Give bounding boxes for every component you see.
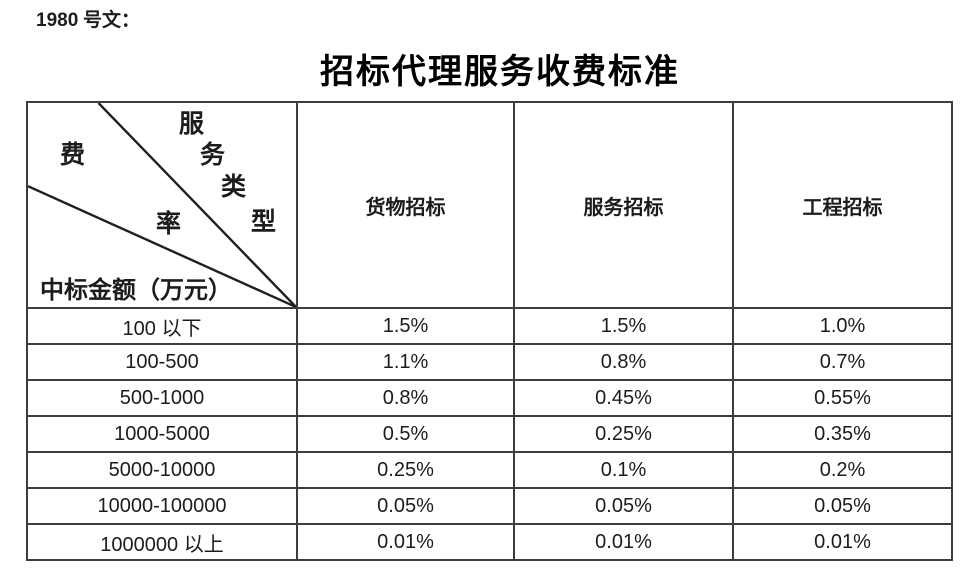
corner-label-fee-char: 费 — [60, 142, 86, 169]
value-cell: 0.45% — [513, 379, 734, 417]
corner-label-service-char-2: 务 — [200, 142, 226, 169]
row-label-cell: 1000000 以上 — [26, 523, 298, 561]
value-cell: 0.25% — [513, 415, 734, 453]
corner-label-service-char-4: 型 — [251, 209, 277, 236]
table-row: 10000-100000 0.05% 0.05% 0.05% — [26, 487, 953, 525]
table-row: 1000000 以上 0.01% 0.01% 0.01% — [26, 523, 953, 561]
column-header-works: 工程招标 — [732, 101, 953, 309]
corner-label-service-char-1: 服 — [179, 111, 205, 138]
row-label-cell: 5000-10000 — [26, 451, 298, 489]
value-cell: 0.25% — [296, 451, 515, 489]
value-cell: 1.5% — [296, 307, 515, 345]
row-label-cell: 1000-5000 — [26, 415, 298, 453]
row-label-cell: 100-500 — [26, 343, 298, 381]
value-cell: 1.5% — [513, 307, 734, 345]
row-label-cell: 10000-100000 — [26, 487, 298, 525]
fee-standard-table: 服 务 类 型 费 率 中标金额（万元） 货物招标 服务招标 工程招标 100 … — [26, 101, 953, 561]
header-row: 服 务 类 型 费 率 中标金额（万元） 货物招标 服务招标 工程招标 — [26, 101, 953, 309]
value-cell: 0.01% — [296, 523, 515, 561]
table-row: 100-500 1.1% 0.8% 0.7% — [26, 343, 953, 381]
corner-label-amount: 中标金额（万元） — [40, 278, 232, 304]
value-cell: 0.05% — [732, 487, 953, 525]
row-label-cell: 100 以下 — [26, 307, 298, 345]
column-header-goods: 货物招标 — [296, 101, 515, 309]
table-row: 500-1000 0.8% 0.45% 0.55% — [26, 379, 953, 417]
value-cell: 0.55% — [732, 379, 953, 417]
table-row: 1000-5000 0.5% 0.25% 0.35% — [26, 415, 953, 453]
value-cell: 0.5% — [296, 415, 515, 453]
corner-label-service-char-3: 类 — [221, 174, 247, 201]
value-cell: 1.1% — [296, 343, 515, 381]
corner-label-rate-char: 率 — [156, 211, 182, 238]
value-cell: 1.0% — [732, 307, 953, 345]
diagonal-lines — [28, 103, 296, 307]
doc-reference-number: 1980 — [36, 10, 79, 31]
doc-reference-suffix: 号文： — [78, 10, 141, 31]
row-label-cell: 500-1000 — [26, 379, 298, 417]
value-cell: 0.8% — [513, 343, 734, 381]
value-cell: 0.01% — [732, 523, 953, 561]
value-cell: 0.05% — [296, 487, 515, 525]
doc-reference: 1980 号文： — [36, 5, 140, 32]
value-cell: 0.7% — [732, 343, 953, 381]
table-row: 100 以下 1.5% 1.5% 1.0% — [26, 307, 953, 345]
table-row: 5000-10000 0.25% 0.1% 0.2% — [26, 451, 953, 489]
value-cell: 0.01% — [513, 523, 734, 561]
column-header-service: 服务招标 — [513, 101, 734, 309]
diagonal-corner-cell: 服 务 类 型 费 率 中标金额（万元） — [26, 101, 298, 309]
value-cell: 0.8% — [296, 379, 515, 417]
page-title: 招标代理服务收费标准 — [320, 54, 680, 91]
value-cell: 0.35% — [732, 415, 953, 453]
value-cell: 0.05% — [513, 487, 734, 525]
value-cell: 0.2% — [732, 451, 953, 489]
value-cell: 0.1% — [513, 451, 734, 489]
